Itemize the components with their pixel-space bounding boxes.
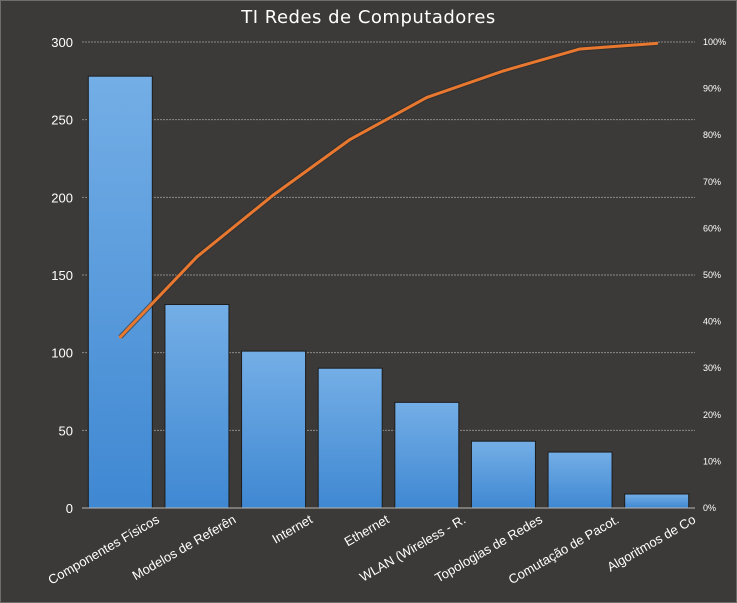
cumulative-point	[501, 69, 505, 73]
chart-title: TI Redes de Computadores	[241, 7, 496, 28]
y2-tick-label: 80%	[703, 130, 721, 140]
cumulative-line-shadow	[118, 40, 657, 339]
y2-tick-label: 70%	[703, 177, 721, 187]
y-tick-label: 50	[59, 423, 73, 438]
y-tick-label: 100	[51, 346, 73, 361]
y2-tick-label: 100%	[703, 37, 726, 47]
cumulative-point	[348, 137, 352, 141]
y-tick-label: 0	[66, 501, 73, 516]
cumulative-point	[118, 335, 122, 339]
cumulative-point	[578, 47, 582, 51]
y2-tick-label: 30%	[703, 363, 721, 373]
bar	[87, 75, 153, 509]
y2-tick-label: 60%	[703, 223, 721, 233]
y2-tick-label: 20%	[703, 410, 721, 420]
y2-tick-label: 50%	[703, 270, 721, 280]
cumulative-point	[195, 255, 199, 259]
y2-tick-label: 10%	[703, 456, 721, 466]
bar	[317, 367, 383, 509]
x-tick-label: Ethernet	[342, 511, 392, 549]
y-tick-label: 150	[51, 268, 73, 283]
bar	[470, 440, 536, 509]
bar	[164, 304, 230, 509]
bar	[241, 350, 307, 509]
cumulative-point	[272, 193, 276, 197]
y-tick-label: 300	[51, 35, 73, 50]
bar	[624, 493, 690, 509]
y-tick-label: 200	[51, 190, 73, 205]
bar	[547, 451, 613, 509]
bar	[394, 401, 460, 509]
cumulative-line	[119, 41, 657, 339]
cumulative-point	[425, 95, 429, 99]
y2-tick-label: 90%	[703, 84, 721, 94]
x-tick-label: Internet	[269, 511, 315, 546]
y2-tick-label: 0%	[703, 503, 716, 513]
y-tick-label: 250	[51, 113, 73, 128]
cumulative-point	[655, 41, 659, 45]
y2-tick-label: 40%	[703, 317, 721, 327]
